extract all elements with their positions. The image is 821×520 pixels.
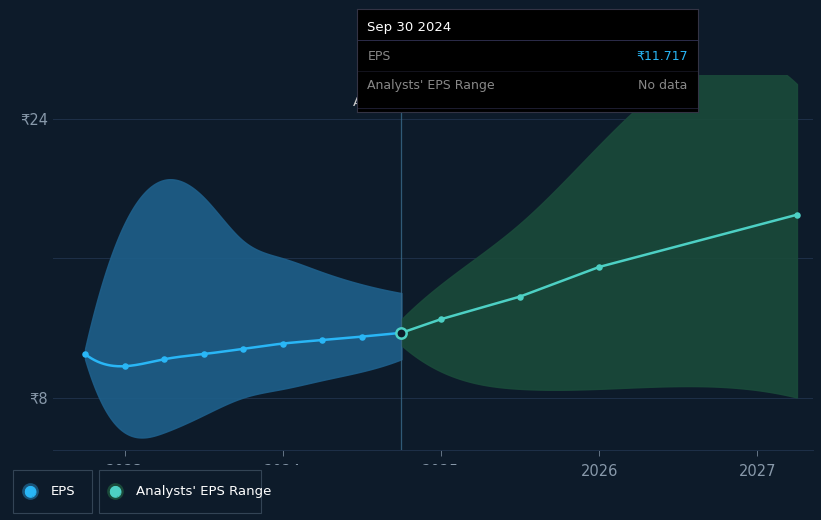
Point [276, 340, 289, 348]
Text: Analysts' EPS Range: Analysts' EPS Range [136, 485, 272, 498]
Point [593, 263, 606, 271]
Point [316, 336, 329, 344]
Point [79, 350, 92, 358]
Text: Analysts' EPS Range: Analysts' EPS Range [367, 79, 495, 92]
Text: No data: No data [638, 79, 688, 92]
Text: ◐: ◐ [108, 484, 122, 499]
Text: ◐: ◐ [23, 484, 36, 499]
Point [236, 345, 250, 353]
Point [513, 292, 526, 301]
Point [434, 315, 447, 323]
Point [791, 211, 804, 219]
Point [197, 350, 210, 358]
Text: ₹11.717: ₹11.717 [636, 50, 688, 63]
Text: Actual: Actual [353, 96, 395, 109]
Text: Sep 30 2024: Sep 30 2024 [367, 21, 452, 34]
Text: EPS: EPS [51, 485, 76, 498]
Point [395, 329, 408, 337]
Text: Analysts Forecasts: Analysts Forecasts [408, 96, 531, 109]
Point [355, 332, 369, 341]
Point [118, 362, 131, 370]
FancyBboxPatch shape [13, 470, 92, 513]
Point [158, 355, 171, 363]
FancyBboxPatch shape [99, 470, 261, 513]
Text: EPS: EPS [367, 50, 391, 63]
